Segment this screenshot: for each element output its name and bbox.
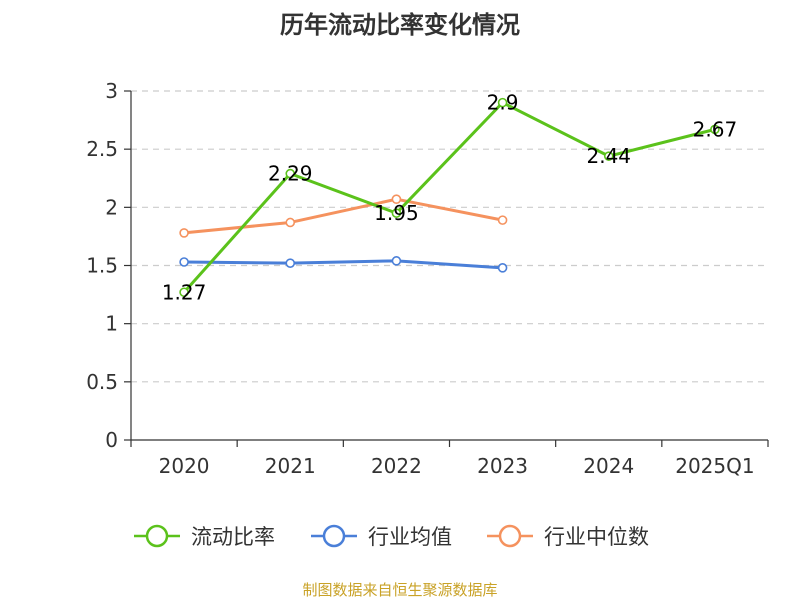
data-point[interactable] xyxy=(179,257,189,267)
axes: 0 0.5 1 1.5 2 2.5 3 2020 2021 2022 2023 2024 2025Q1 xyxy=(86,79,769,478)
y-tick-label: 0.5 xyxy=(86,370,118,394)
data-point[interactable] xyxy=(391,194,402,204)
legend-marker xyxy=(498,524,522,548)
x-tick-label: 2025Q1 xyxy=(675,454,754,478)
data-label: 2.67 xyxy=(693,117,738,141)
x-tick-label: 2021 xyxy=(265,454,316,478)
legend-item-2[interactable]: 行业中位数 xyxy=(487,524,649,549)
data-label: 2.29 xyxy=(268,162,313,186)
data-point[interactable] xyxy=(285,168,296,179)
y-tick-label: 0 xyxy=(105,428,118,452)
data-point[interactable] xyxy=(285,217,296,228)
x-tick-label: 2024 xyxy=(583,454,634,478)
y-tick-label: 1.5 xyxy=(86,254,118,278)
legend-item-0[interactable]: 流动比率 xyxy=(134,524,275,549)
data-point[interactable] xyxy=(497,263,508,273)
y-tick-label: 2 xyxy=(105,195,118,219)
legend-item-1[interactable]: 行业均值 xyxy=(311,524,452,549)
y-tick-label: 1 xyxy=(105,312,118,336)
legend-label: 流动比率 xyxy=(191,525,275,549)
data-point[interactable] xyxy=(497,97,508,108)
data-point[interactable] xyxy=(179,287,189,298)
data-label: 1.27 xyxy=(162,280,207,304)
data-label: 1.95 xyxy=(374,201,419,225)
series-lines xyxy=(179,97,720,298)
source-note: 制图数据来自恒生聚源数据库 xyxy=(302,581,497,599)
data-label: 2.9 xyxy=(487,91,519,115)
data-point[interactable] xyxy=(497,215,508,225)
data-point[interactable] xyxy=(285,258,296,268)
y-tick-label: 2.5 xyxy=(86,137,118,161)
x-tick-label: 2023 xyxy=(477,454,528,478)
legend-label: 行业中位数 xyxy=(544,525,649,549)
grid-lines xyxy=(131,90,768,383)
data-point[interactable] xyxy=(710,124,720,135)
data-point[interactable] xyxy=(391,208,402,218)
legend-marker xyxy=(322,524,346,548)
data-point[interactable] xyxy=(603,151,614,161)
data-labels: 1.27 2.29 1.95 2.9 2.44 2.67 xyxy=(162,91,737,305)
series-line-1 xyxy=(184,259,503,270)
legend-label: 行业均值 xyxy=(368,525,452,549)
legend-marker xyxy=(145,524,169,548)
y-tick-label: 3 xyxy=(105,79,118,103)
data-point[interactable] xyxy=(179,228,189,238)
x-tick-label: 2022 xyxy=(371,454,422,478)
legend[interactable]: 流动比率 行业均值 行业中位数 xyxy=(134,524,649,549)
chart-title: 历年流动比率变化情况 xyxy=(280,11,520,39)
x-tick-label: 2020 xyxy=(159,454,210,478)
data-point[interactable] xyxy=(391,256,402,266)
series-line-0 xyxy=(182,101,716,294)
data-label: 2.44 xyxy=(586,144,631,168)
series-line-2 xyxy=(183,197,503,235)
